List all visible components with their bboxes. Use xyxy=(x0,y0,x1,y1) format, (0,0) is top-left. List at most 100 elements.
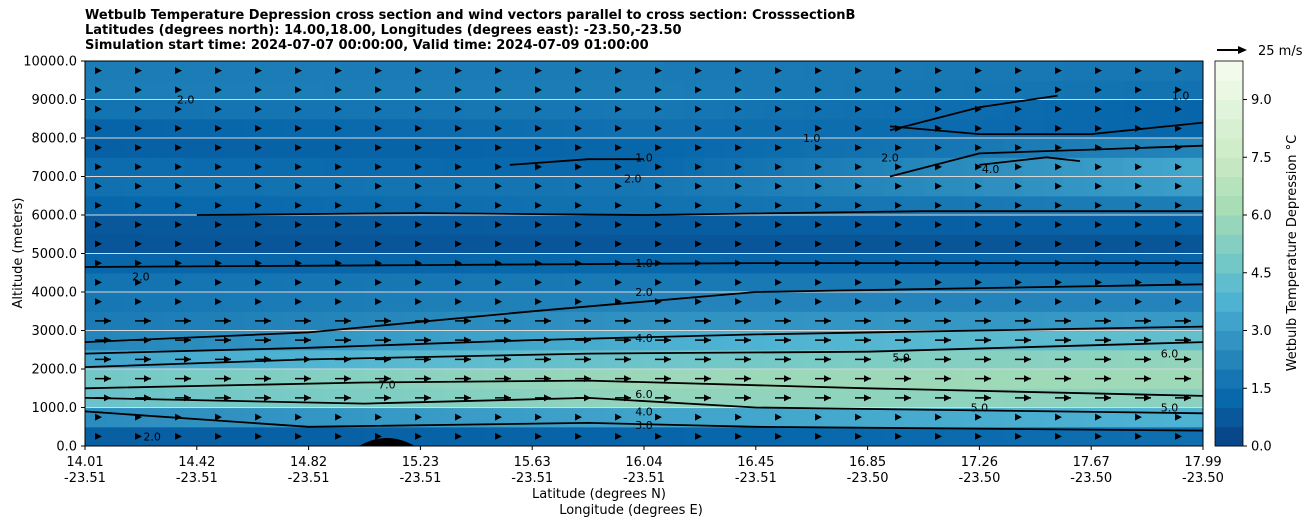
wind-arrow xyxy=(135,240,142,248)
field-cell xyxy=(783,311,805,332)
field-cell xyxy=(1023,426,1044,446)
y-tick-label: 0.0 xyxy=(56,440,77,455)
wind-arrow xyxy=(935,105,942,113)
wind-arrow xyxy=(1175,182,1182,190)
wind-arrow xyxy=(935,240,942,248)
field-cell xyxy=(823,118,845,139)
x-tick-label-lon: -23.50 xyxy=(1182,471,1224,486)
field-cell xyxy=(184,138,206,158)
wind-arrow xyxy=(975,201,982,209)
field-cell xyxy=(284,99,306,120)
x-tick-label-lon: -23.51 xyxy=(399,471,441,486)
field-cell xyxy=(404,272,425,293)
wind-arrow xyxy=(175,201,182,209)
field-cell xyxy=(344,234,366,255)
wind-arrow xyxy=(415,221,422,229)
field-cell xyxy=(544,292,565,312)
wind-arrow xyxy=(1055,124,1062,132)
field-cell xyxy=(564,407,585,428)
wind-arrow xyxy=(104,355,111,363)
wind-arrow xyxy=(95,432,102,440)
y-tick-label: 7000.0 xyxy=(32,170,78,185)
field-cell xyxy=(1143,195,1164,216)
field-cell xyxy=(983,311,1004,332)
colorbar-band xyxy=(1215,426,1243,447)
field-cell xyxy=(963,311,984,332)
field-cell xyxy=(144,118,166,139)
field-cell xyxy=(184,292,206,312)
wind-arrow xyxy=(495,86,502,94)
field-cell xyxy=(723,407,745,428)
field-cell xyxy=(304,330,326,351)
field-cell xyxy=(284,234,306,255)
field-cell xyxy=(564,311,585,332)
wind-arrow xyxy=(1015,278,1022,286)
field-cell xyxy=(923,388,945,409)
wind-arrow xyxy=(1015,67,1022,75)
field-cell xyxy=(584,80,605,101)
wind-arrow xyxy=(815,432,822,440)
wind-arrow xyxy=(784,375,791,383)
wind-arrow xyxy=(424,317,431,325)
wind-arrow xyxy=(575,124,582,132)
wind-arrow xyxy=(95,221,102,229)
field-cell xyxy=(644,292,665,312)
field-cell xyxy=(404,253,425,274)
wind-arrow xyxy=(455,298,462,306)
field-cell xyxy=(564,234,585,255)
field-cell xyxy=(484,80,505,101)
field-cell xyxy=(843,349,865,370)
wind-arrow xyxy=(1135,240,1142,248)
wind-arrow xyxy=(695,124,702,132)
wind-arrow xyxy=(784,355,791,363)
wind-arrow xyxy=(255,413,262,421)
wind-arrow xyxy=(335,163,342,171)
colorbar-tick-label: 6.0 xyxy=(1251,209,1272,224)
field-cell xyxy=(264,138,286,158)
field-cell xyxy=(304,292,326,312)
wind-arrow xyxy=(855,259,862,267)
field-cell xyxy=(943,80,965,101)
field-cell xyxy=(544,215,565,235)
y-tick-label: 6000.0 xyxy=(32,209,78,224)
field-cell xyxy=(104,349,126,370)
wind-arrow xyxy=(424,336,431,344)
field-cell xyxy=(284,292,306,312)
wind-arrow xyxy=(1024,355,1031,363)
field-cell xyxy=(983,330,1004,351)
field-cell xyxy=(304,80,326,101)
field-cell xyxy=(364,253,386,274)
wind-arrow xyxy=(335,67,342,75)
field-cell xyxy=(1103,157,1124,178)
field-cell xyxy=(344,118,366,139)
colorbar-band xyxy=(1215,369,1243,389)
colorbar-band xyxy=(1215,138,1243,158)
field-cell xyxy=(324,99,346,120)
wind-key-label: 25 m/s xyxy=(1258,44,1303,59)
wind-arrow xyxy=(1055,144,1062,152)
wind-arrow xyxy=(655,413,662,421)
field-cell xyxy=(923,176,945,197)
field-cell xyxy=(743,369,765,389)
x-tick-label-lat: 15.23 xyxy=(402,455,439,470)
contour-line xyxy=(85,341,1203,368)
field-cell xyxy=(843,80,865,101)
wind-arrow xyxy=(575,432,582,440)
field-cell xyxy=(584,272,605,293)
field-cell xyxy=(424,80,445,101)
field-cell xyxy=(264,311,286,332)
field-cell xyxy=(284,311,306,332)
wind-arrow xyxy=(255,201,262,209)
field-cell xyxy=(1143,176,1164,197)
field-cell xyxy=(783,99,805,120)
x-tick-label-lon: -23.51 xyxy=(511,471,553,486)
field-cell xyxy=(1003,388,1024,409)
field-cell xyxy=(644,61,665,81)
wind-arrow xyxy=(655,221,662,229)
field-cell xyxy=(344,99,366,120)
wind-arrow xyxy=(895,163,902,171)
field-cell xyxy=(184,215,206,235)
y-tick-label: 9000.0 xyxy=(32,93,78,108)
contour-label: 6.0 xyxy=(1161,348,1179,361)
wind-arrow xyxy=(815,201,822,209)
